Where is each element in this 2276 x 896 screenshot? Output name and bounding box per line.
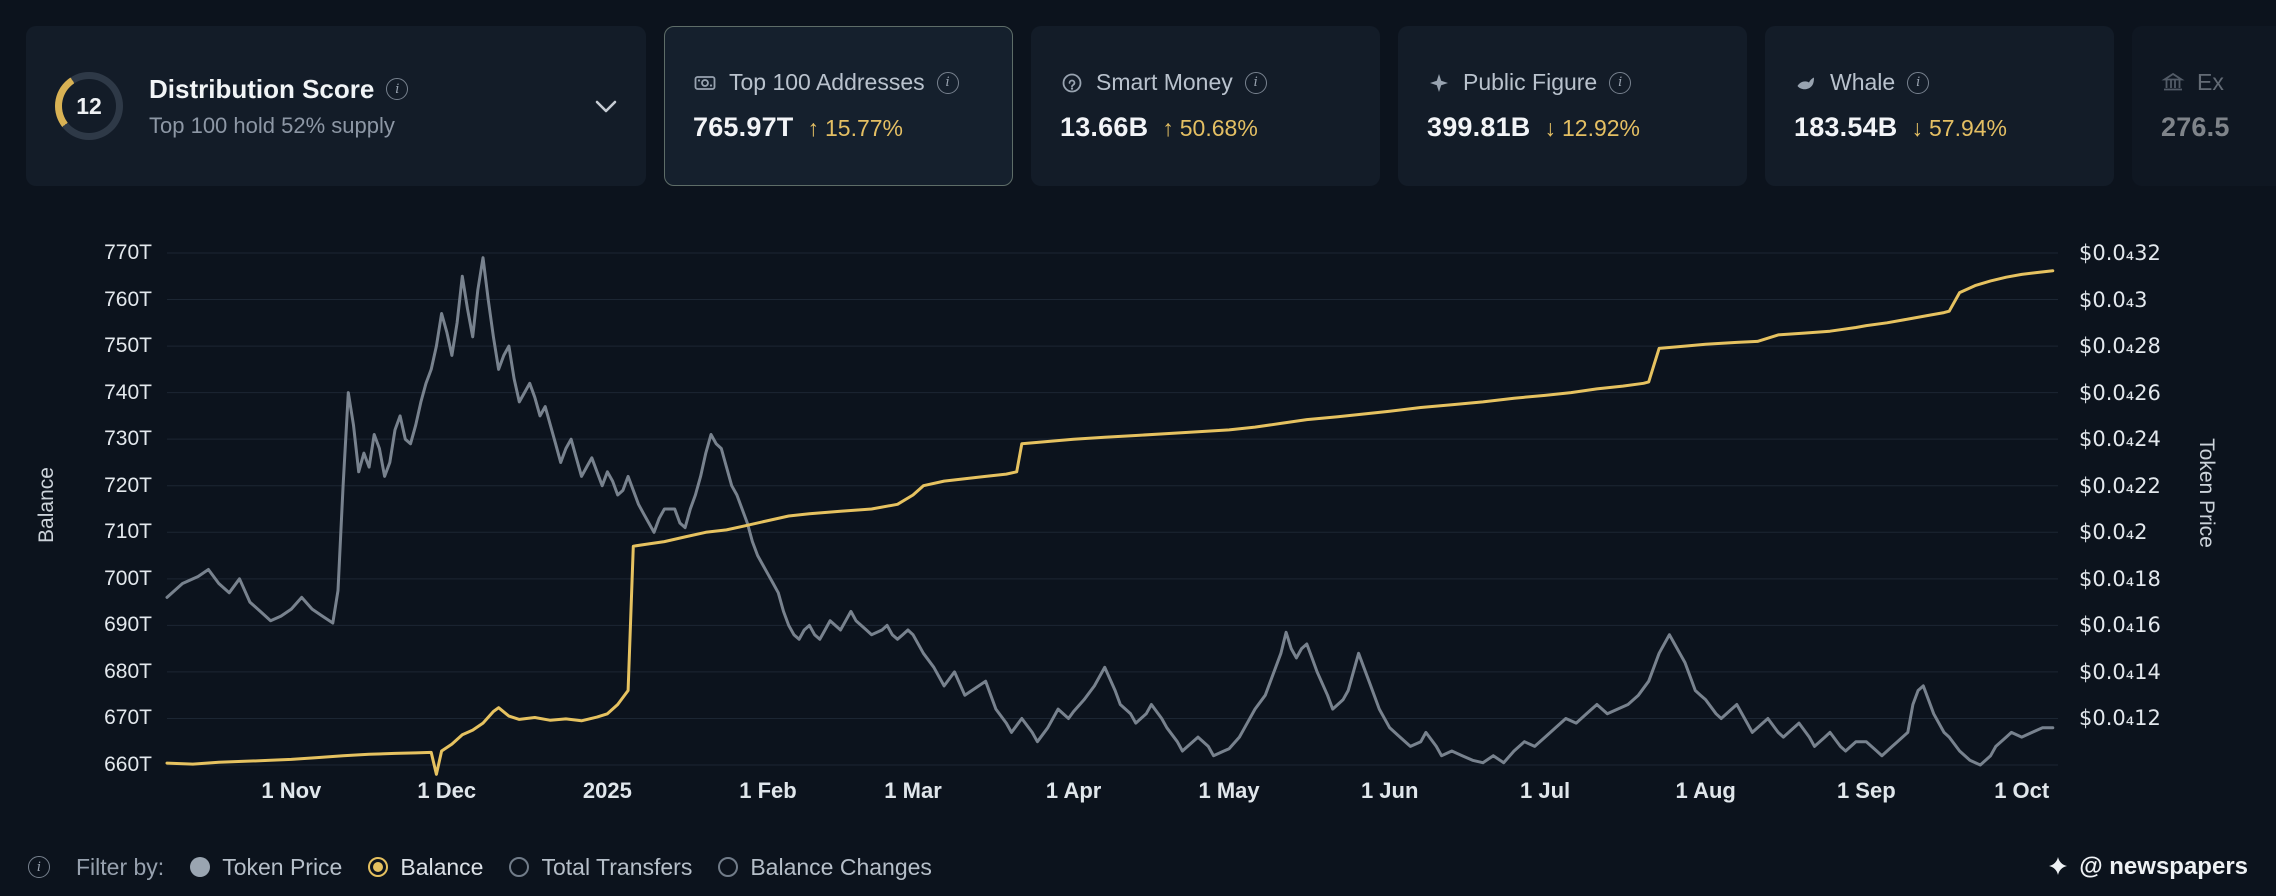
stat-value: 276.5 (2161, 112, 2230, 142)
x-axis-tick: 1 Aug (1675, 778, 1736, 803)
stat-cards-row: 12 Distribution Score Top 100 hold 52% s… (26, 26, 2276, 186)
balance-line (165, 269, 2055, 776)
y-axis-tick-left: 760T (104, 287, 152, 311)
exchange-icon (2161, 71, 2185, 95)
y-axis-tick-left: 710T (104, 520, 152, 544)
filter-option-token-price[interactable]: Token Price (190, 854, 342, 881)
y-axis-tick-left: 730T (104, 427, 152, 451)
stat-change: 50.68% (1179, 115, 1258, 141)
stat-change: 15.77% (824, 115, 903, 141)
score-donut: 12 (55, 72, 123, 140)
y-axis-tick-right: $0.0₄22 (2079, 473, 2161, 498)
down-arrow-icon: ↓ (1544, 115, 1556, 141)
y-axis-tick-left: 680T (104, 659, 152, 683)
info-icon[interactable] (1907, 71, 1930, 94)
x-axis-tick: 1 Mar (884, 778, 942, 803)
x-axis-tick: 1 May (1198, 778, 1260, 803)
y-axis-tick-left: 660T (104, 753, 152, 776)
info-icon[interactable] (936, 71, 959, 94)
info-icon[interactable] (1609, 71, 1632, 94)
stat-title: Whale (1830, 69, 1896, 95)
x-axis-tick: 1 Feb (739, 778, 797, 803)
y-axis-tick-left: 740T (104, 380, 152, 404)
y-axis-tick-left: 700T (104, 566, 152, 590)
stat-card-whale[interactable]: Whale 183.54B ↓ 57.94% (1765, 26, 2114, 186)
stat-value: 765.97T (693, 112, 794, 142)
info-icon[interactable] (28, 856, 50, 878)
stat-title: Public Figure (1463, 69, 1598, 95)
y-axis-tick-right: $0.0₄18 (2079, 566, 2161, 591)
y-axis-tick-left: 770T (104, 241, 152, 264)
x-axis-tick: 1 Sep (1836, 778, 1896, 803)
y-axis-tick-right: $0.0₄2 (2079, 520, 2148, 545)
stat-card-smart-money[interactable]: Smart Money 13.66B ↑ 50.68% (1031, 26, 1380, 186)
balance-changes-radio[interactable] (718, 857, 739, 877)
filter-option-label: Token Price (222, 853, 343, 880)
stat-card-public-figure[interactable]: Public Figure 399.81B ↓ 12.92% (1398, 26, 1747, 186)
watermark: @ newspapers (2047, 853, 2248, 881)
total-transfers-radio[interactable] (509, 857, 530, 877)
filter-by-label: Filter by: (76, 853, 165, 880)
info-icon[interactable] (386, 78, 409, 100)
y-axis-tick-right: $0.0₄28 (2079, 334, 2161, 359)
x-axis-tick: 1 Oct (1994, 778, 2050, 803)
filter-option-balance[interactable]: Balance (368, 854, 483, 881)
filter-option-total-transfers[interactable]: Total Transfers (509, 854, 692, 881)
score-value: 12 (62, 79, 116, 133)
distribution-score-subtitle: Top 100 hold 52% supply (149, 112, 395, 138)
x-axis-tick: 2025 (582, 778, 632, 803)
stat-value: 399.81B (1427, 112, 1531, 142)
x-axis-tick: 1 Jun (1360, 778, 1419, 803)
x-axis-tick: 1 Dec (417, 778, 477, 803)
stat-change: 12.92% (1561, 115, 1640, 141)
money-icon (693, 71, 717, 95)
up-arrow-icon: ↑ (1162, 115, 1174, 141)
x-axis-tick: 1 Nov (261, 778, 322, 803)
y-axis-tick-right: $0.0₄14 (2079, 659, 2161, 684)
x-axis-tick: 1 Jul (1520, 778, 1571, 803)
filter-option-label: Balance (400, 853, 484, 880)
y-axis-tick-right: $0.0₄3 (2079, 287, 2148, 312)
chevron-down-icon[interactable] (595, 100, 617, 113)
distribution-score-title: Distribution Score (149, 73, 375, 104)
y-axis-tick-right: $0.0₄24 (2079, 427, 2161, 452)
y-axis-tick-left: 750T (104, 334, 152, 358)
y-axis-tick-right: $0.0₄26 (2079, 380, 2161, 405)
stat-value: 183.54B (1794, 112, 1898, 142)
whale-icon (1794, 71, 1818, 95)
logo-icon (2047, 856, 2069, 878)
stat-title: Ex (2197, 69, 2224, 95)
filter-option-balance-changes[interactable]: Balance Changes (718, 854, 932, 881)
filter-option-label: Total Transfers (541, 853, 693, 880)
token-price-line (165, 256, 2055, 767)
stat-value: 13.66B (1060, 112, 1149, 142)
smart-money-icon (1060, 71, 1084, 95)
y-axis-tick-left: 720T (104, 473, 152, 497)
distribution-score-card[interactable]: 12 Distribution Score Top 100 hold 52% s… (26, 26, 646, 186)
y-axis-tick-right: $0.0₄32 (2079, 241, 2161, 265)
public-figure-icon (1427, 71, 1451, 95)
x-axis-tick: 1 Apr (1045, 778, 1102, 803)
filter-option-label: Balance Changes (750, 853, 932, 880)
chart-footer: Filter by: Token Price Balance Total Tra… (0, 838, 2276, 896)
watermark-text: @ newspapers (2079, 853, 2248, 880)
stat-card-exchange[interactable]: Ex 276.5 (2132, 26, 2276, 186)
stat-title: Top 100 Addresses (729, 69, 925, 95)
info-icon[interactable] (1244, 71, 1267, 94)
balance-radio-selected[interactable] (368, 857, 389, 877)
stat-change: 57.94% (1928, 115, 2007, 141)
y-axis-tick-right: $0.0₄16 (2079, 613, 2161, 638)
y-axis-tick-right: $0.0₄12 (2079, 706, 2161, 731)
stat-title: Smart Money (1096, 69, 1233, 95)
y-axis-tick-left: 670T (104, 706, 152, 730)
token-price-radio[interactable] (190, 857, 211, 877)
y-axis-tick-left: 690T (104, 613, 152, 637)
stat-card-top-100-addresses[interactable]: Top 100 Addresses 765.97T ↑ 15.77% (664, 26, 1013, 186)
down-arrow-icon: ↓ (1911, 115, 1923, 141)
up-arrow-icon: ↑ (807, 115, 819, 141)
